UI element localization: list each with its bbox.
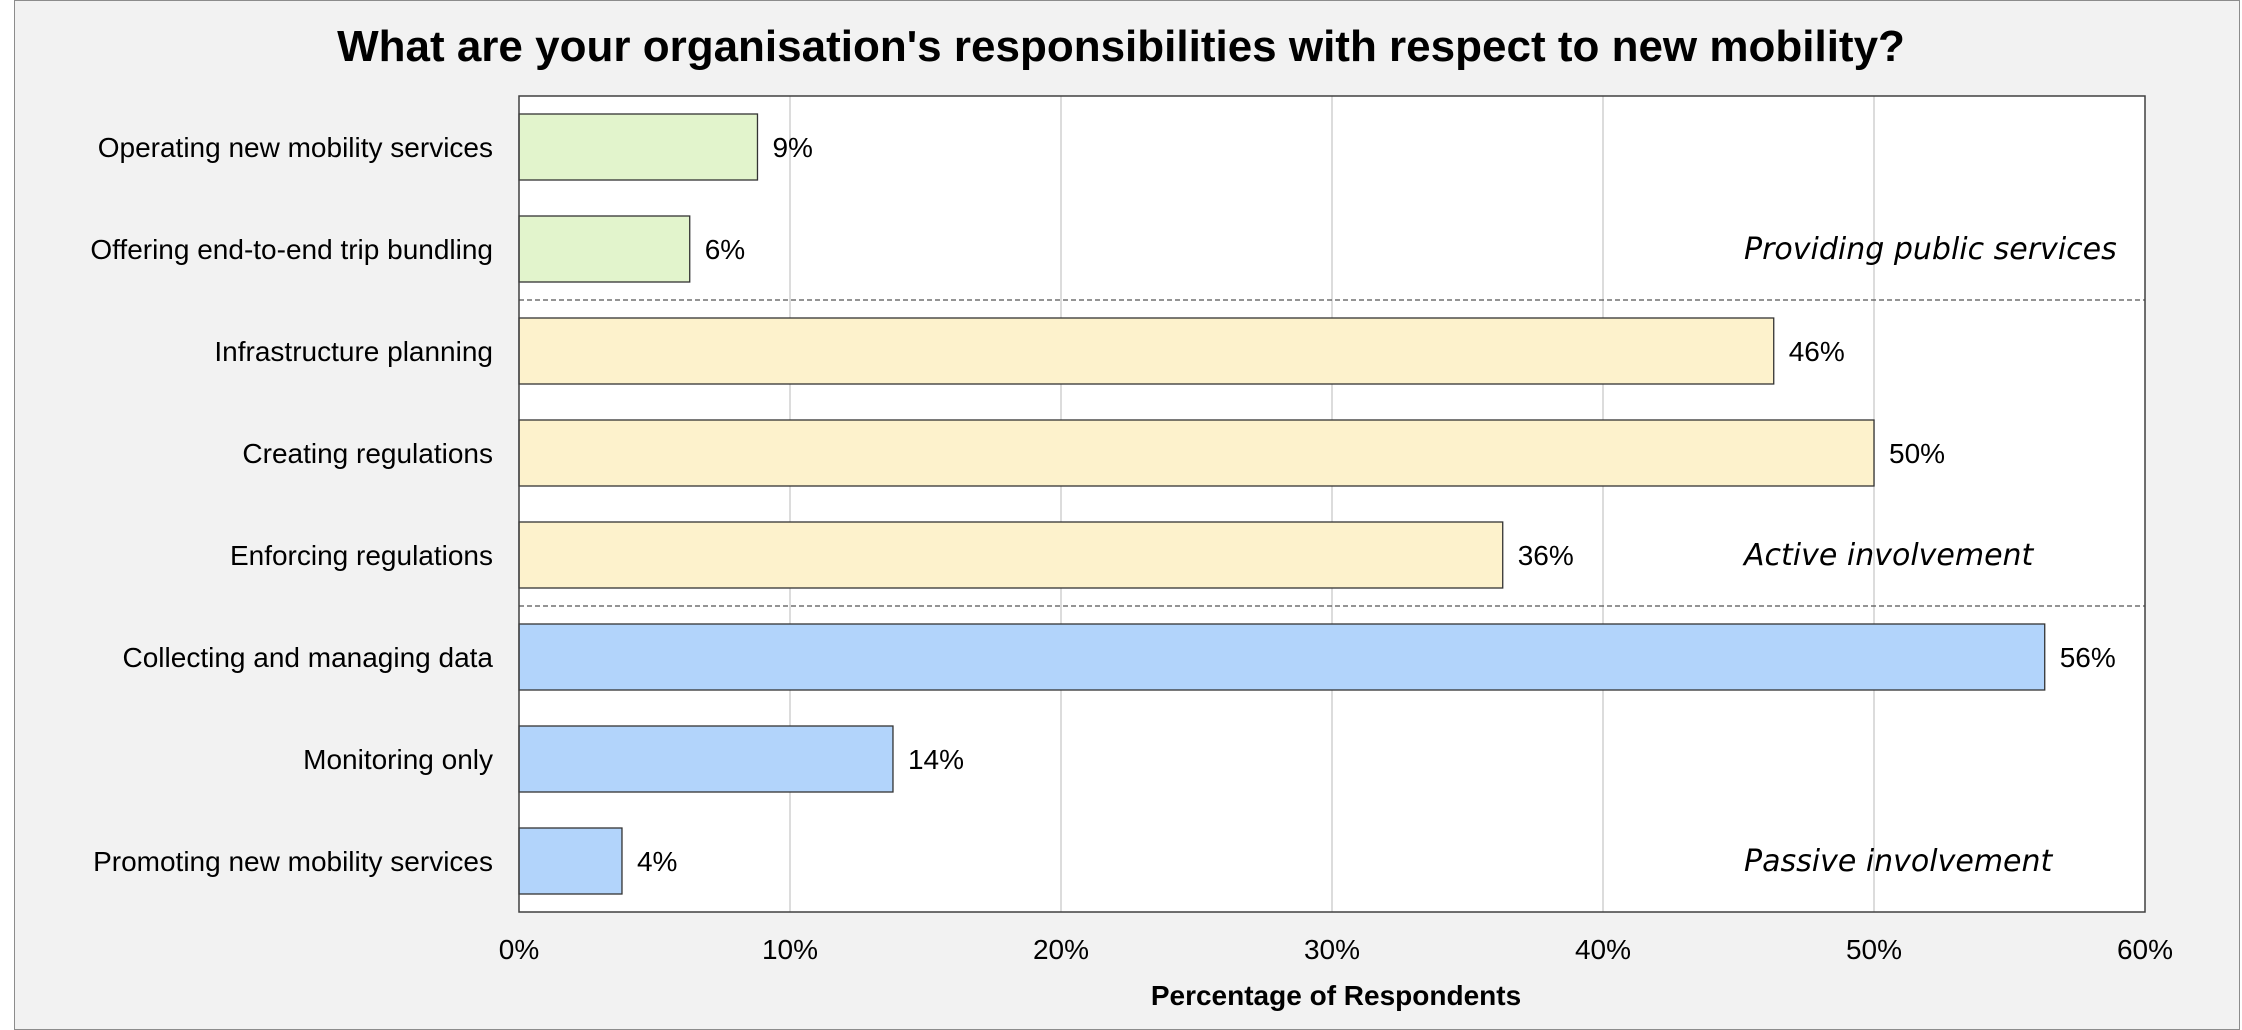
chart-title: What are your organisation's responsibil… (337, 22, 1905, 71)
bar-value-label: 9% (772, 132, 812, 163)
bar (518, 521, 1504, 589)
bar-value-label: 6% (705, 234, 745, 265)
bar (518, 113, 759, 181)
bar (518, 827, 623, 895)
x-tick-label: 30% (1304, 934, 1360, 965)
x-axis-ticks: 0% 10% 20% 30% 40% 50% 60% (499, 934, 2173, 965)
bars (518, 113, 2046, 895)
category-label: Enforcing regulations (230, 540, 493, 571)
value-labels: 9% 6% 46% 50% 36% 56% 14% 4% (637, 132, 2116, 877)
x-tick-label: 50% (1846, 934, 1902, 965)
category-label: Offering end-to-end trip bundling (90, 234, 493, 265)
x-tick-label: 20% (1033, 934, 1089, 965)
group-label: Providing public services (1744, 232, 2117, 267)
bar (518, 725, 894, 793)
bar-value-label: 50% (1889, 438, 1945, 469)
plot-border (518, 95, 2146, 913)
category-label: Infrastructure planning (214, 336, 493, 367)
group-labels: Providing public services Active involvem… (1742, 232, 2117, 879)
x-tick-label: 40% (1575, 934, 1631, 965)
group-label: Active involvement (1742, 538, 2035, 573)
category-label: Promoting new mobility services (93, 846, 493, 877)
bar-value-label: 4% (637, 846, 677, 877)
x-tick-label: 0% (499, 934, 539, 965)
category-labels: Operating new mobility services Offering … (90, 132, 493, 877)
group-label: Passive involvement (1744, 844, 2054, 879)
bar-value-label: 14% (908, 744, 964, 775)
bar (518, 623, 2046, 691)
bar (518, 419, 1875, 487)
group-separators (519, 299, 2145, 607)
bar (518, 215, 691, 283)
bar-value-label: 36% (1518, 540, 1574, 571)
category-label: Creating regulations (242, 438, 493, 469)
x-tick-label: 10% (762, 934, 818, 965)
category-label: Collecting and managing data (123, 642, 494, 673)
x-axis-label: Percentage of Respondents (1151, 980, 1521, 1011)
x-tick-label: 60% (2117, 934, 2173, 965)
bar (518, 317, 1775, 385)
bar-value-label: 46% (1789, 336, 1845, 367)
category-label: Monitoring only (303, 744, 493, 775)
bar-value-label: 56% (2060, 642, 2116, 673)
category-label: Operating new mobility services (98, 132, 493, 163)
